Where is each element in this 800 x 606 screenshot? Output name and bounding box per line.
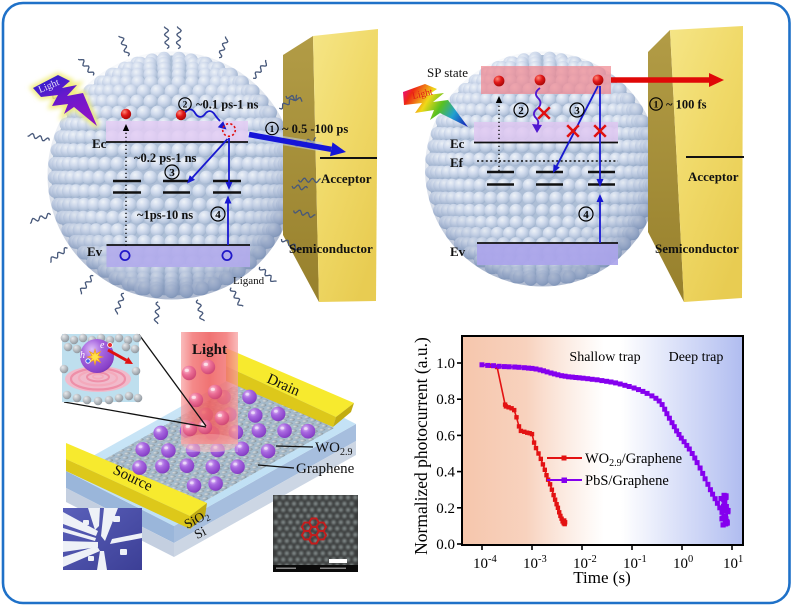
svg-text:Semiconductor: Semiconductor	[655, 241, 739, 256]
svg-text:~ 0.5 -100 ps: ~ 0.5 -100 ps	[282, 122, 348, 136]
svg-text:Ligand: Ligand	[233, 275, 265, 287]
svg-text:SP state: SP state	[427, 65, 468, 80]
svg-text:Graphene: Graphene	[296, 461, 355, 477]
svg-text:Shallow trap: Shallow trap	[569, 350, 640, 365]
svg-text:3: 3	[169, 167, 175, 179]
svg-text:Light: Light	[411, 87, 434, 101]
svg-text:~ 100 fs: ~ 100 fs	[666, 98, 707, 112]
svg-text:~0.1 ps-1 ns: ~0.1 ps-1 ns	[196, 98, 259, 112]
svg-text:4: 4	[215, 209, 221, 221]
svg-text:Acceptor: Acceptor	[321, 171, 372, 186]
svg-text:Normalized photocurrent (a.u.): Normalized photocurrent (a.u.)	[411, 337, 431, 555]
svg-text:1: 1	[270, 125, 275, 135]
svg-text:Light: Light	[192, 342, 227, 358]
svg-text:2: 2	[518, 105, 524, 117]
svg-text:Ec: Ec	[92, 136, 107, 151]
svg-text:2: 2	[183, 100, 188, 110]
svg-text:Semiconductor: Semiconductor	[289, 241, 373, 256]
svg-text:Ev: Ev	[450, 244, 466, 259]
svg-text:1.0: 1.0	[436, 356, 455, 372]
svg-text:0.2: 0.2	[436, 501, 455, 517]
svg-text:Acceptor: Acceptor	[688, 169, 739, 184]
svg-text:h: h	[80, 350, 85, 361]
svg-text:Time (s): Time (s)	[573, 568, 630, 587]
svg-text:0.8: 0.8	[436, 392, 455, 408]
svg-text:e: e	[100, 340, 105, 351]
svg-text:Ec: Ec	[450, 136, 465, 151]
svg-text:4: 4	[583, 209, 589, 221]
svg-text:PbS/Graphene: PbS/Graphene	[585, 473, 669, 489]
svg-text:1: 1	[654, 100, 659, 110]
svg-text:Ef: Ef	[450, 155, 464, 170]
svg-text:0.0: 0.0	[436, 537, 455, 553]
svg-text:~0.2 ps-1 ns: ~0.2 ps-1 ns	[134, 151, 197, 165]
svg-text:0.4: 0.4	[436, 465, 455, 481]
svg-text:Deep trap: Deep trap	[669, 350, 724, 365]
svg-text:3: 3	[574, 105, 580, 117]
svg-text:0.6: 0.6	[436, 428, 455, 444]
svg-text:Ev: Ev	[87, 244, 103, 259]
svg-text:WO2.9/Graphene: WO2.9/Graphene	[585, 451, 682, 469]
svg-text:~1ps-10 ns: ~1ps-10 ns	[137, 208, 193, 222]
